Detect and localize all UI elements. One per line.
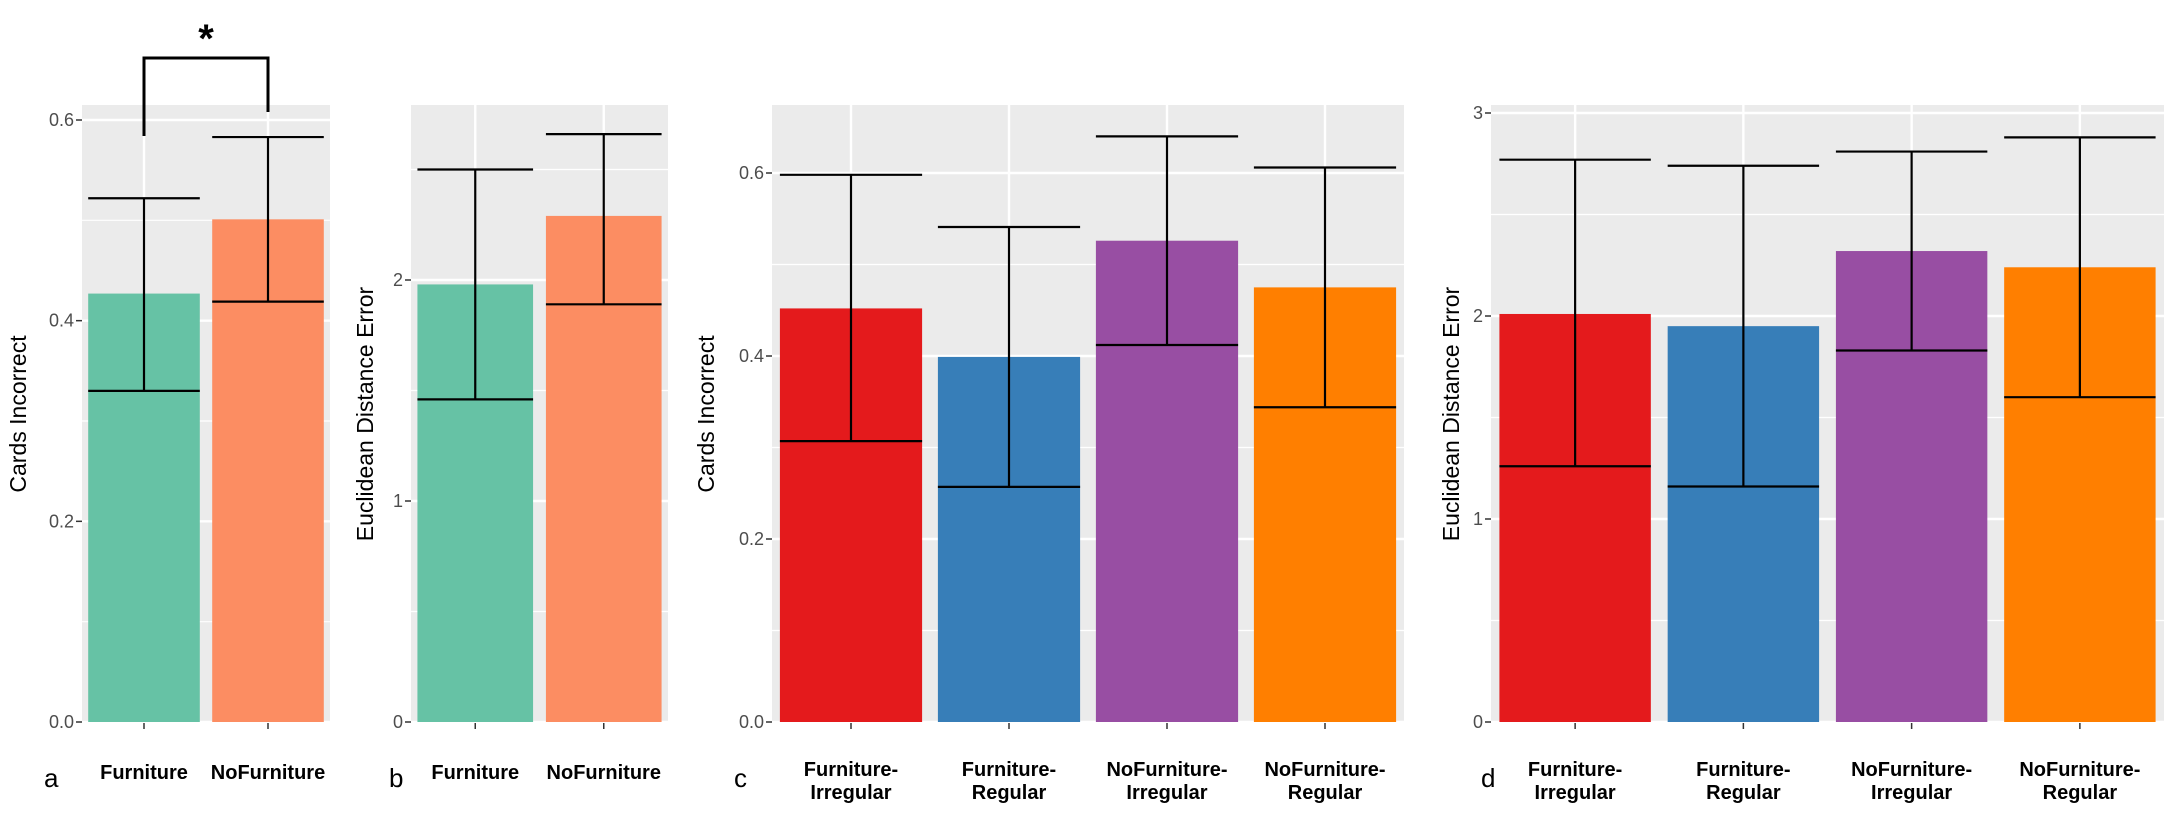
- panel-letter: d: [1481, 763, 1495, 793]
- y-tick-label: 0.0: [49, 712, 74, 732]
- y-axis-label: Euclidean Distance Error: [352, 286, 378, 541]
- x-tick-label: Furniture: [100, 762, 188, 784]
- panel-b: 0 1 2 Furniture NoFurniture Euclidean Distanc…: [352, 105, 668, 793]
- panel-letter: b: [389, 763, 403, 793]
- x-tick-label: Furniture: [431, 762, 519, 784]
- y-tick-label: 0.4: [49, 311, 74, 331]
- panel-letter: a: [44, 763, 59, 793]
- bracket-line: [142, 56, 270, 137]
- significance-label: *: [198, 17, 214, 61]
- x-tick-label: Furniture-Irregular: [1528, 759, 1622, 804]
- y-axis-label: Cards Incorrect: [693, 335, 719, 493]
- x-tick-label: NoFurniture: [547, 762, 661, 784]
- x-tick-label: NoFurniture-Regular: [1264, 759, 1385, 804]
- x-tick-label: Furniture-Regular: [1696, 759, 1790, 804]
- y-tick-label: 0.2: [49, 511, 74, 531]
- x-tick-label: NoFurniture-Irregular: [1106, 759, 1227, 804]
- bar: [212, 219, 324, 722]
- error-bar: [1499, 158, 1651, 468]
- y-tick-label: 1: [1473, 509, 1483, 529]
- error-bar: [545, 133, 662, 306]
- x-tick-label: NoFurniture: [211, 762, 325, 784]
- y-axis-label: Cards Incorrect: [5, 335, 31, 493]
- y-tick-label: 0: [393, 712, 403, 732]
- y-tick-label: 0: [1473, 712, 1483, 732]
- y-tick-label: 1: [393, 491, 403, 511]
- error-bar: [88, 197, 200, 392]
- error-bar: [937, 225, 1081, 488]
- error-bar: [1667, 164, 1820, 488]
- error-bar: [1253, 166, 1397, 409]
- x-tick-label: NoFurniture-Regular: [2019, 759, 2140, 804]
- x-tick-label: Furniture-Irregular: [804, 759, 898, 804]
- panel-letter: c: [734, 763, 747, 793]
- y-tick-label: 0.0: [739, 712, 764, 732]
- panel-d: 0 1 2 3 Furniture-Irregular Furniture-Regular…: [1438, 103, 2164, 804]
- y-tick-label: 2: [393, 270, 403, 290]
- y-axis-label: Euclidean Distance Error: [1438, 286, 1464, 541]
- error-bar: [1835, 150, 1988, 352]
- x-tick-label: Furniture-Regular: [962, 759, 1056, 804]
- error-bar: [779, 173, 923, 443]
- significance-bracket: *: [142, 17, 270, 137]
- y-tick-label: 3: [1473, 103, 1483, 123]
- error-bar: [417, 168, 534, 401]
- y-tick-label: 2: [1473, 306, 1483, 326]
- panel-c: 0.0 0.2 0.4 0.6 Furniture-Irregular Furniture…: [693, 105, 1404, 804]
- y-tick-label: 0.4: [739, 346, 764, 366]
- error-bar: [212, 135, 324, 303]
- y-tick-label: 0.2: [739, 529, 764, 549]
- x-tick-label: NoFurniture-Irregular: [1851, 759, 1972, 804]
- error-bar: [1095, 135, 1239, 347]
- error-bar: [2004, 136, 2156, 399]
- panel-a: 0.0 0.2 0.4 0.6 Furniture NoFurniture Cards In…: [5, 17, 330, 793]
- y-tick-label: 0.6: [739, 163, 764, 183]
- y-tick-label: 0.6: [49, 110, 74, 130]
